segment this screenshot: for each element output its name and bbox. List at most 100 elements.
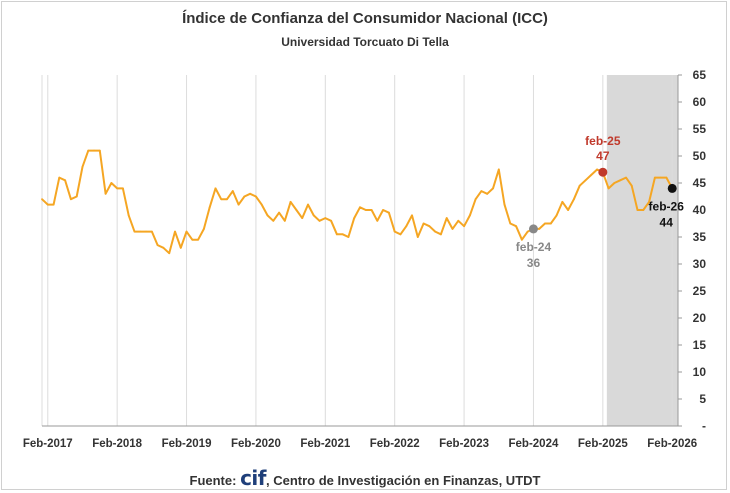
data-point bbox=[353, 217, 356, 220]
data-point bbox=[341, 233, 344, 236]
data-point bbox=[405, 225, 408, 228]
y-tick-label: 60 bbox=[693, 95, 707, 109]
data-point bbox=[52, 203, 55, 206]
data-point bbox=[202, 228, 205, 230]
data-point bbox=[162, 246, 165, 249]
data-point bbox=[133, 230, 136, 233]
y-tick-label: 35 bbox=[693, 230, 707, 244]
annotation-value: 36 bbox=[527, 256, 541, 270]
data-point bbox=[520, 238, 523, 241]
data-point bbox=[318, 219, 321, 222]
data-point bbox=[197, 238, 200, 241]
data-point bbox=[191, 238, 194, 241]
data-point bbox=[75, 195, 78, 198]
x-tick-label: Feb-2022 bbox=[370, 438, 420, 450]
data-point bbox=[278, 211, 280, 214]
x-tick-label: Feb-2024 bbox=[509, 438, 559, 450]
data-point bbox=[156, 244, 159, 247]
data-point bbox=[399, 233, 402, 236]
data-point bbox=[220, 198, 223, 201]
annotation-value: 44 bbox=[660, 215, 674, 229]
data-point bbox=[208, 206, 211, 209]
data-point bbox=[266, 214, 269, 217]
data-point bbox=[625, 176, 627, 179]
data-point bbox=[434, 230, 437, 233]
data-point bbox=[486, 192, 489, 195]
data-point bbox=[295, 209, 298, 211]
data-point bbox=[179, 246, 182, 249]
chart-title: Índice de Confianza del Consumidor Nacio… bbox=[182, 10, 548, 27]
data-point bbox=[335, 233, 338, 236]
y-tick-label: 30 bbox=[693, 257, 707, 271]
data-point bbox=[653, 176, 656, 179]
data-point bbox=[549, 222, 552, 225]
data-point bbox=[70, 198, 72, 201]
data-point bbox=[330, 219, 332, 222]
data-point bbox=[636, 209, 639, 211]
y-tick-label: 40 bbox=[693, 203, 707, 217]
data-point bbox=[440, 233, 442, 236]
data-point bbox=[457, 219, 460, 222]
data-point bbox=[613, 182, 616, 184]
annotation-label: feb-24 bbox=[516, 240, 552, 254]
data-point bbox=[185, 230, 188, 233]
chart-subtitle: Universidad Torcuato Di Tella bbox=[281, 35, 449, 49]
x-tick-label: Feb-2017 bbox=[23, 438, 73, 450]
data-point bbox=[243, 195, 246, 198]
data-point bbox=[312, 214, 315, 217]
annotation-value: 47 bbox=[596, 149, 610, 163]
data-point bbox=[307, 203, 309, 206]
data-point bbox=[249, 192, 252, 195]
data-point bbox=[64, 179, 67, 182]
data-point bbox=[289, 201, 292, 203]
data-point bbox=[590, 174, 593, 176]
y-tick-label: 55 bbox=[693, 122, 707, 136]
data-point bbox=[364, 209, 367, 211]
data-point bbox=[468, 214, 471, 217]
data-point bbox=[93, 149, 95, 152]
annotation-marker bbox=[667, 183, 677, 193]
data-point bbox=[474, 198, 477, 201]
annotation-label: feb-25 bbox=[585, 134, 621, 148]
data-point bbox=[260, 203, 263, 206]
data-point bbox=[526, 230, 529, 233]
data-point bbox=[376, 219, 379, 222]
annotation-marker bbox=[598, 167, 608, 177]
series-line bbox=[41, 149, 674, 255]
data-point bbox=[607, 187, 610, 190]
x-tick-label: Feb-2025 bbox=[578, 438, 628, 450]
data-point bbox=[492, 187, 494, 190]
y-tick-label: - bbox=[702, 419, 706, 433]
data-point bbox=[145, 230, 147, 233]
data-point bbox=[428, 225, 431, 228]
data-point bbox=[58, 176, 61, 179]
data-point bbox=[150, 230, 153, 233]
x-tick-label: Feb-2023 bbox=[439, 438, 489, 450]
x-tick-label: Feb-2021 bbox=[300, 438, 350, 450]
y-tick-label: 65 bbox=[693, 68, 707, 82]
y-tick-label: 45 bbox=[693, 176, 707, 190]
data-point bbox=[237, 203, 240, 206]
data-point bbox=[665, 176, 668, 179]
data-point bbox=[503, 203, 506, 206]
data-point bbox=[567, 209, 570, 211]
data-point bbox=[561, 201, 564, 203]
data-point bbox=[139, 230, 142, 233]
data-point bbox=[555, 214, 558, 217]
data-point bbox=[584, 179, 587, 182]
data-point bbox=[619, 179, 622, 182]
data-point bbox=[659, 176, 662, 179]
data-point bbox=[544, 222, 546, 225]
data-point bbox=[382, 209, 385, 211]
data-point bbox=[127, 214, 130, 217]
data-point bbox=[46, 203, 49, 206]
data-point bbox=[538, 228, 541, 230]
data-point bbox=[515, 225, 518, 228]
data-point bbox=[630, 184, 633, 187]
data-point bbox=[480, 190, 483, 193]
data-point bbox=[81, 165, 84, 168]
data-point bbox=[226, 198, 228, 201]
cif-logo: cif bbox=[240, 466, 266, 490]
y-tick-label: 25 bbox=[693, 284, 707, 298]
